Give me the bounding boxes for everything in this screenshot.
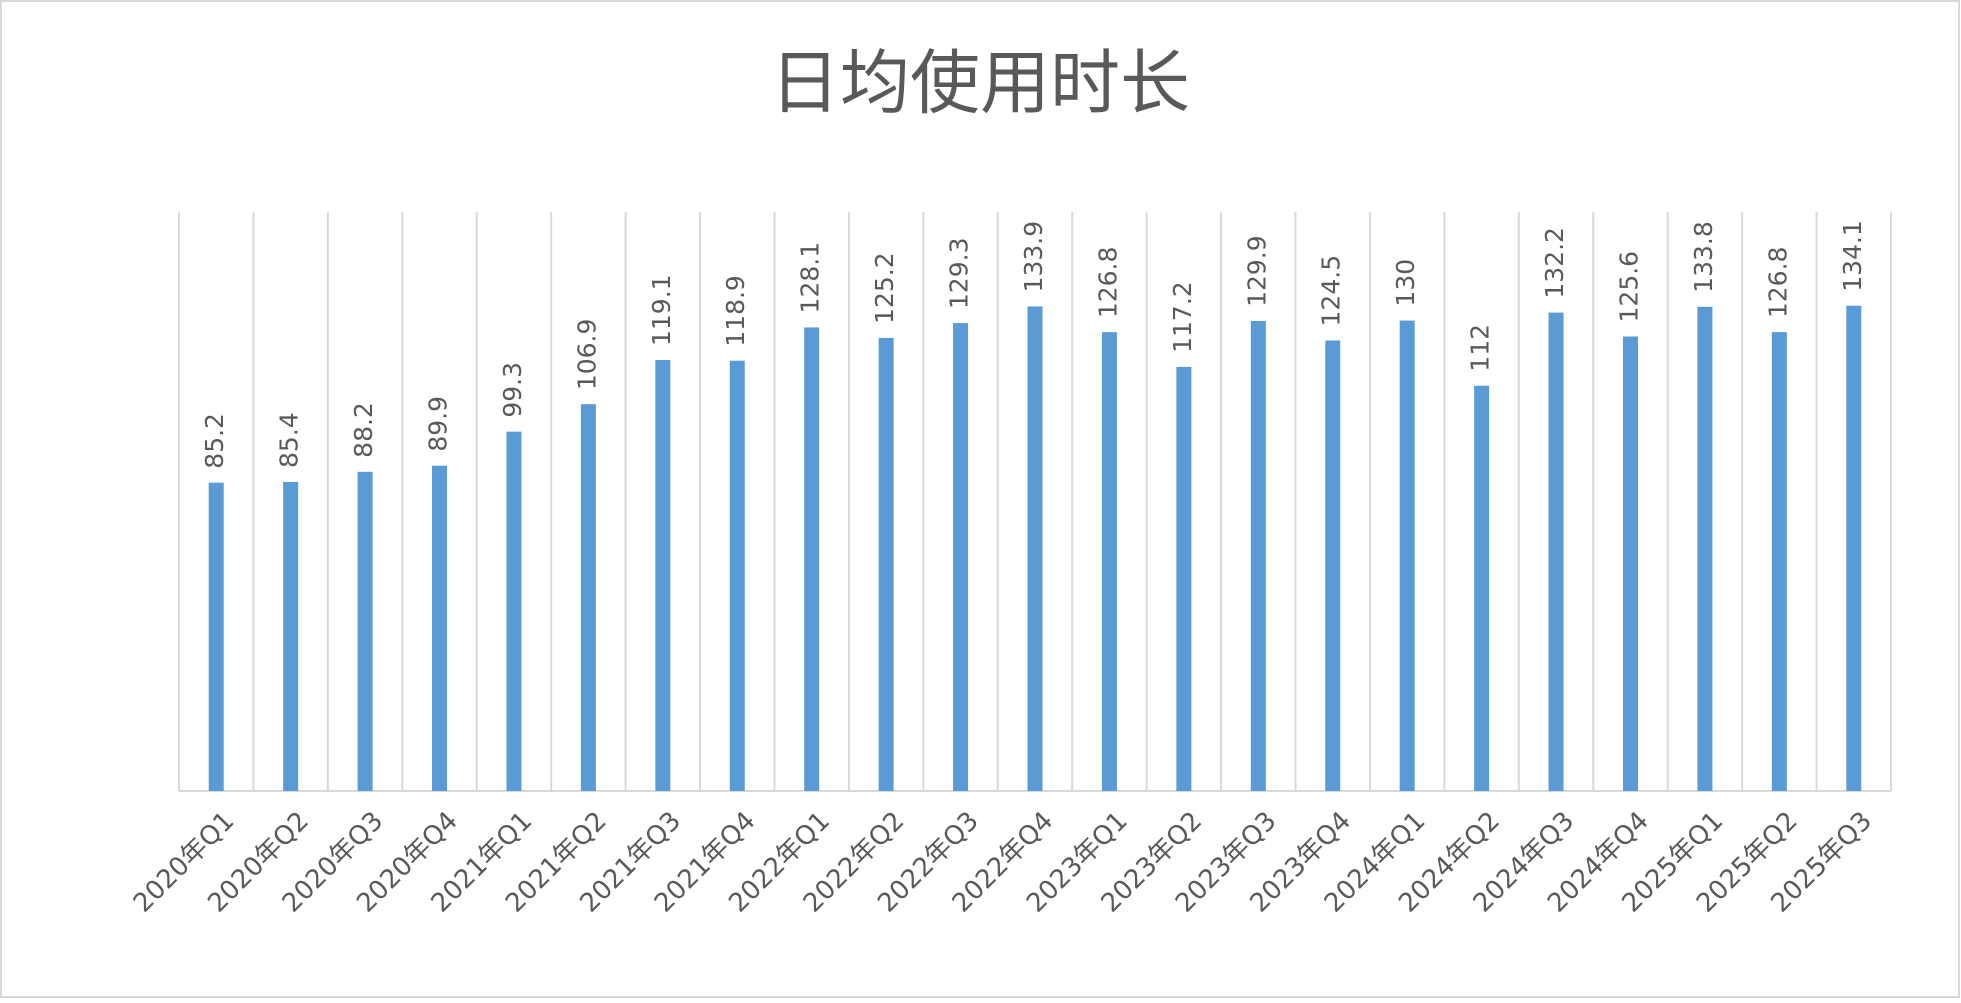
bar [1399, 320, 1415, 791]
data-label: 99.3 [498, 362, 527, 418]
data-label: 89.9 [424, 396, 453, 452]
bar [1250, 320, 1266, 791]
bar [283, 481, 299, 791]
bar [506, 431, 522, 791]
bar [878, 337, 894, 791]
bar [1101, 332, 1117, 791]
bar [804, 327, 820, 791]
data-label: 117.2 [1168, 281, 1197, 353]
data-label: 129.3 [945, 238, 974, 310]
bar [1622, 336, 1638, 791]
bar [1697, 306, 1713, 791]
data-label: 118.9 [721, 275, 750, 347]
data-label: 125.2 [870, 252, 899, 324]
bar [729, 360, 745, 791]
data-label: 133.9 [1019, 221, 1048, 293]
data-label: 126.8 [1093, 247, 1122, 319]
bar [953, 323, 969, 791]
data-label: 119.1 [647, 274, 676, 346]
data-label: 126.8 [1763, 247, 1792, 319]
bar [1325, 340, 1341, 791]
data-label: 124.5 [1317, 255, 1346, 327]
data-label: 134.1 [1838, 220, 1867, 292]
bar [208, 482, 224, 791]
data-label: 125.6 [1614, 251, 1643, 323]
data-label: 133.8 [1689, 221, 1718, 293]
bar [1846, 305, 1862, 791]
bar [580, 404, 596, 791]
bar [1474, 385, 1490, 791]
data-label: 129.9 [1242, 235, 1271, 307]
data-label: 106.9 [572, 319, 601, 391]
bar [1027, 306, 1043, 791]
bar [1548, 312, 1564, 791]
bar [655, 360, 671, 791]
data-label: 128.1 [796, 242, 825, 314]
bar [357, 471, 373, 791]
data-label: 112 [1466, 324, 1495, 372]
data-label: 88.2 [349, 402, 378, 458]
chart-title: 日均使用时长 [770, 42, 1190, 124]
data-label: 85.4 [275, 412, 304, 468]
data-label: 132.2 [1540, 227, 1569, 299]
data-label: 130 [1391, 259, 1420, 307]
bar [1771, 332, 1787, 791]
bar [432, 465, 448, 791]
bar [1176, 366, 1192, 791]
data-label: 85.2 [200, 413, 229, 469]
